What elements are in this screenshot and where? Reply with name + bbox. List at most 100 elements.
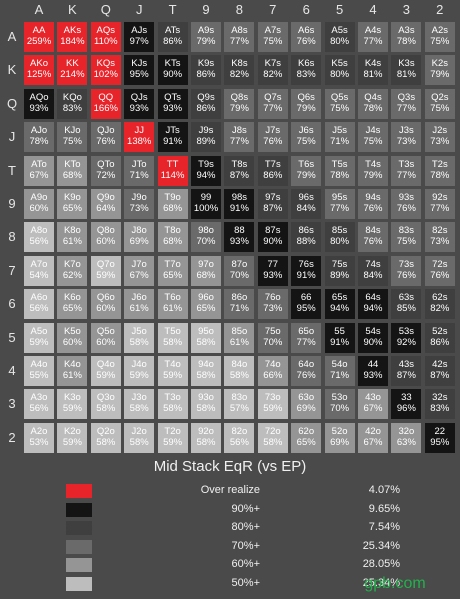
equity-value: 91% <box>163 136 183 148</box>
equity-value: 69% <box>129 236 149 248</box>
hand-cell-j8s: J8s 77% <box>224 122 255 153</box>
hand-cell-44: 44 93% <box>358 356 388 386</box>
hand-label: 82s <box>432 225 448 237</box>
equity-value: 68% <box>163 203 183 214</box>
hand-cell-32s: 32s 83% <box>424 389 455 420</box>
hand-label: KJs <box>131 58 148 70</box>
hand-label: 75o <box>264 325 281 337</box>
hand-label: 73s <box>398 258 415 270</box>
hand-cell-k4o: K4o 61% <box>57 356 88 386</box>
hand-label: A8s <box>231 25 248 36</box>
hand-label: A9s <box>197 25 215 36</box>
equity-value: 58% <box>129 336 149 348</box>
equity-value: 60% <box>96 236 116 248</box>
hand-label: AQo <box>29 91 49 103</box>
equity-value: 91% <box>296 269 316 281</box>
hand-cell-t8o: T8o 68% <box>157 222 188 253</box>
hand-cell-64o: 64o 76% <box>291 356 322 386</box>
hand-label: K6s <box>298 58 315 70</box>
hand-cell-94s: 94s 76% <box>358 189 388 219</box>
hand-cell-j9s: J9s 89% <box>191 122 221 153</box>
equity-value: 83% <box>296 69 316 81</box>
legend-swatch <box>66 484 92 498</box>
hand-label: T8o <box>164 225 181 237</box>
hand-cell-qjo: QJo 76% <box>90 122 121 153</box>
equity-value: 68% <box>62 169 82 181</box>
hand-label: 93s <box>398 192 415 203</box>
hand-cell-93s: 93s 76% <box>391 189 422 219</box>
hand-label: 32s <box>432 392 448 404</box>
equity-value: 86% <box>163 36 183 47</box>
hand-label: AKs <box>63 25 82 36</box>
hand-cell-95s: 95s 77% <box>324 189 355 219</box>
hand-cell-a7o: A7o 54% <box>24 255 54 286</box>
equity-value: 59% <box>96 269 116 281</box>
legend-label: 60%+ <box>231 558 260 571</box>
hand-cell-65o: 65o 77% <box>291 322 322 353</box>
equity-value: 73% <box>430 236 450 248</box>
hand-cell-j7s: J7s 76% <box>257 122 288 153</box>
hand-cell-a6o: A6o 56% <box>24 289 54 320</box>
equity-value: 55% <box>29 370 49 381</box>
hand-cell-q2o: Q2o 58% <box>90 422 121 453</box>
hand-cell-j6o: J6o 61% <box>124 289 155 320</box>
hand-cell-q5s: Q5s 75% <box>324 88 355 119</box>
equity-value: 61% <box>129 303 149 315</box>
hand-label: J8o <box>131 225 147 237</box>
hand-label: T5o <box>164 325 181 337</box>
hand-cell-j6s: J6s 75% <box>291 122 322 153</box>
equity-value: 76% <box>396 203 416 214</box>
equity-value: 76% <box>263 136 283 148</box>
hand-label: T9o <box>164 192 181 203</box>
hand-cell-k8o: K8o 61% <box>57 222 88 253</box>
hand-cell-32o: 32o 63% <box>391 422 422 453</box>
equity-value: 83% <box>62 102 82 114</box>
hand-cell-t9o: T9o 68% <box>157 189 188 219</box>
hand-label: 63o <box>298 392 315 404</box>
hand-cell-42s: 42s 87% <box>424 356 455 386</box>
equity-value: 77% <box>430 203 450 214</box>
equity-value: 58% <box>196 370 216 381</box>
row-header-5: 5 <box>8 329 16 345</box>
equity-value: 80% <box>330 36 350 47</box>
hand-label: J4s <box>365 125 381 137</box>
hand-cell-ajs: AJs 97% <box>124 22 155 52</box>
hand-label: 87s <box>265 225 281 237</box>
equity-value: 77% <box>229 136 249 148</box>
equity-value: 58% <box>229 370 249 381</box>
equity-value: 58% <box>263 436 283 448</box>
equity-value: 73% <box>129 203 149 214</box>
hand-label: 75s <box>331 258 348 270</box>
hand-label: ATs <box>165 25 181 36</box>
row-header-j: J <box>8 129 16 145</box>
hand-label: Q8o <box>96 225 115 237</box>
hand-label: QJo <box>97 125 115 137</box>
hand-label: 32o <box>398 425 415 437</box>
hand-cell-76o: 76o 73% <box>257 289 288 320</box>
hand-cell-q3o: Q3o 58% <box>90 389 121 420</box>
hand-cell-qq: QQ 166% <box>90 88 121 119</box>
hand-label: 72o <box>264 425 281 437</box>
legend-label: 80%+ <box>231 521 260 534</box>
hand-label: JJ <box>134 125 144 137</box>
equity-value: 86% <box>196 69 216 81</box>
hand-cell-94o: 94o 58% <box>191 356 221 386</box>
hand-label: K3o <box>63 392 81 404</box>
equity-value: 70% <box>330 403 350 415</box>
equity-value: 110% <box>94 36 118 47</box>
equity-value: 77% <box>263 102 283 114</box>
equity-value: 102% <box>93 69 118 81</box>
hand-cell-97o: 97o 68% <box>191 255 221 286</box>
hand-label: KTo <box>64 158 81 170</box>
equity-value: 81% <box>363 69 383 81</box>
hand-label: 77 <box>267 258 279 270</box>
hand-label: Q9s <box>197 91 215 103</box>
hand-cell-kk: KK 214% <box>57 55 88 86</box>
hand-cell-43o: 43o 67% <box>358 389 388 420</box>
equity-value: 71% <box>229 303 249 315</box>
hand-cell-a9o: A9o 60% <box>24 189 54 219</box>
equity-value: 61% <box>229 336 249 348</box>
hand-label: J9o <box>131 192 147 203</box>
equity-value: 184% <box>60 36 85 47</box>
equity-value: 214% <box>60 69 85 81</box>
